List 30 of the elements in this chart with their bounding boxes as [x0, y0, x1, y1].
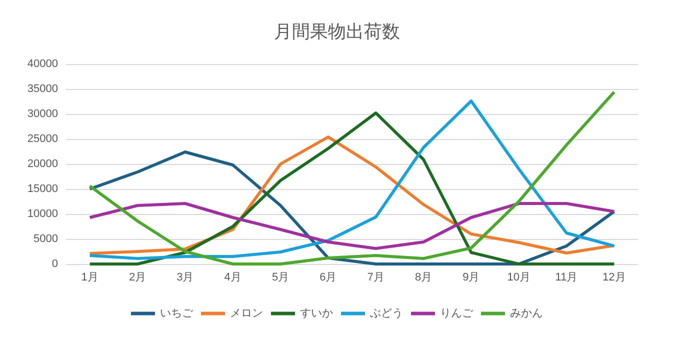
x-tick-label: 10月 [507, 272, 530, 284]
x-tick-label: 3月 [176, 272, 194, 284]
y-tick-label: 15000 [27, 183, 58, 195]
legend-label: ぶどう [370, 308, 403, 320]
y-tick-label: 20000 [27, 158, 58, 170]
x-tick-label: 12月 [602, 272, 626, 284]
line-series [88, 202, 616, 250]
x-tick-label: 4月 [224, 272, 242, 284]
legend-label: いちご [160, 308, 194, 320]
y-tick-label: 35000 [27, 83, 58, 95]
y-tick-label: 25000 [27, 133, 58, 145]
legend-label: すいか [300, 308, 333, 320]
y-tick-label: 10000 [27, 208, 58, 220]
x-tick-label: 1月 [81, 272, 98, 284]
y-tick-label: 30000 [27, 108, 58, 120]
x-tick-label: 2月 [128, 272, 146, 284]
legend-label: みかん [510, 308, 543, 320]
x-tick-label: 8月 [414, 272, 432, 284]
legend-label: メロン [230, 308, 263, 320]
x-tick-label: 11月 [555, 272, 578, 284]
y-tick-label: 5000 [34, 233, 58, 245]
legend-label: りんご [440, 308, 474, 320]
y-tick-label: 40000 [27, 58, 58, 70]
chart-title: 月間果物出荷数 [274, 22, 400, 42]
x-tick-label: 7月 [367, 272, 384, 284]
y-tick-label: 0 [52, 258, 58, 270]
x-tick-label: 6月 [320, 272, 337, 284]
line-series [88, 150, 616, 266]
x-tick-label: 9月 [462, 272, 480, 284]
x-tick-label: 5月 [272, 272, 290, 284]
